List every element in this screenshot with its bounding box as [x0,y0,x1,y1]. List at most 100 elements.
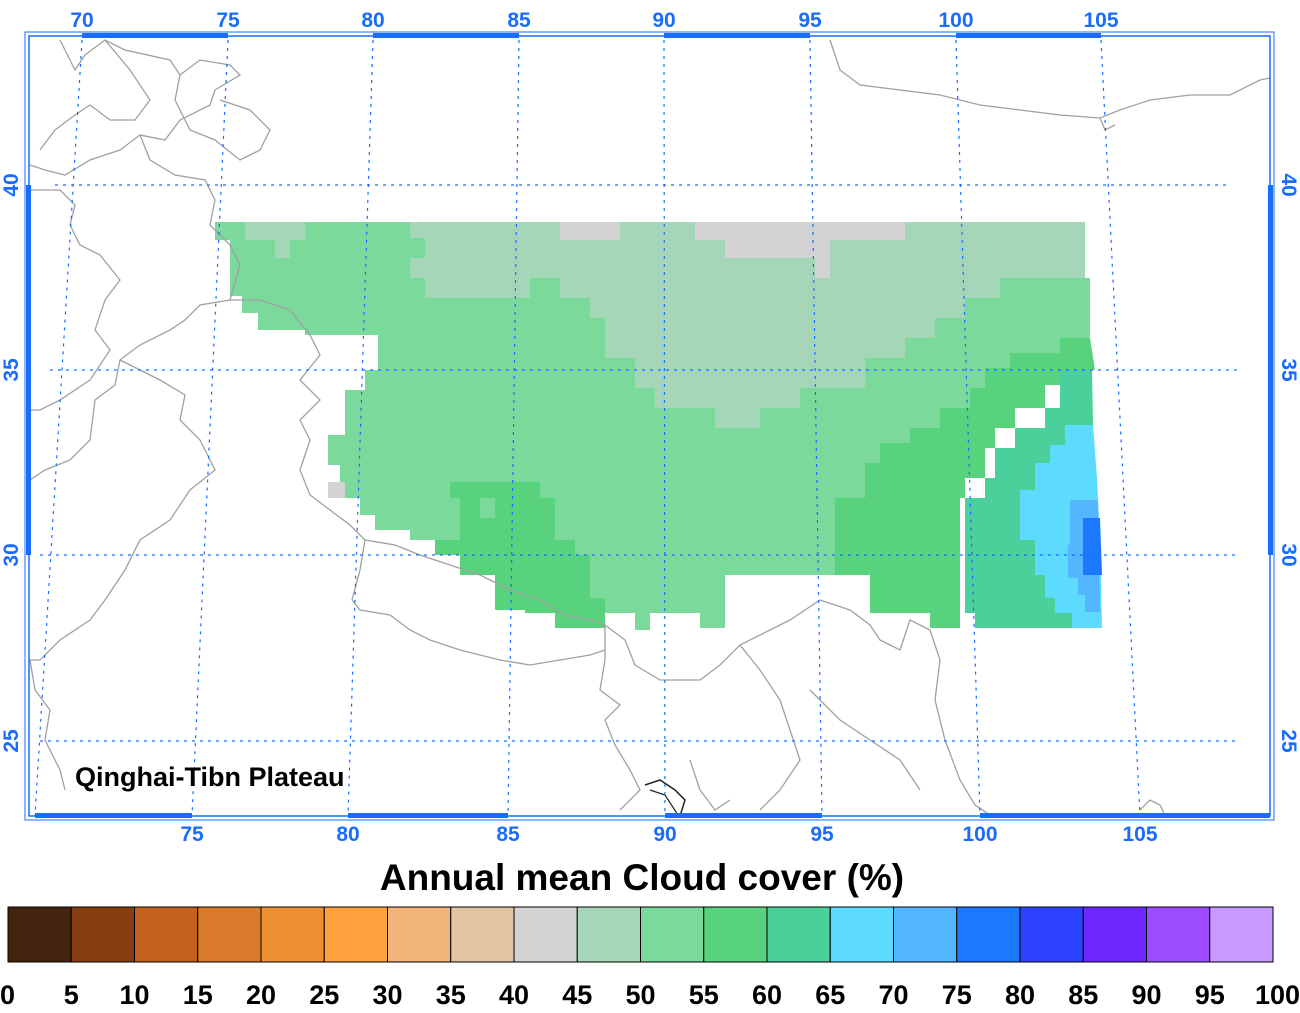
left-lat-label: 25 [0,729,23,753]
colorbar-swatch [323,906,388,963]
colorbar-swatch [197,906,262,963]
colorbar-tick-label: 50 [625,980,655,1010]
colorbar-tick-label: 45 [562,980,592,1010]
top-frame-bar [373,33,519,38]
colorbar-swatch [703,906,768,963]
left-lat-label: 35 [0,358,23,382]
right-lat-label: 40 [1277,173,1300,196]
lon-gridline [34,39,83,816]
axis-frame-bars [26,33,1273,818]
bottom-frame-bar [35,813,192,818]
left-lat-label: 30 [0,543,23,566]
colorbar-swatch [1209,906,1274,963]
colorbar-tick-label: 35 [436,980,466,1010]
colorbar-tick-label: 85 [1068,980,1098,1010]
colorbar-tick-label: 25 [309,980,339,1010]
top-frame-bar [956,33,1101,38]
left-frame-bar [26,185,31,555]
right-lat-label: 30 [1277,543,1300,566]
field-region-3 [560,222,620,240]
top-lon-label: 100 [938,9,973,32]
top-lon-label: 85 [507,9,531,32]
colorbar-tick-label: 80 [1005,980,1035,1010]
colorbar [7,906,1274,963]
colorbar-tick-label: 90 [1131,980,1161,1010]
left-lat-label: 40 [0,173,23,196]
top-lon-label: 75 [216,9,240,32]
field-region-2 [410,222,1085,428]
field-region-8 [835,338,1095,628]
top-frame-bar [664,33,810,38]
colorbar-swatch [134,906,199,963]
right-lat-label: 35 [1277,358,1300,382]
bottom-frame-bar [980,813,1140,818]
colorbar-tick-label: 30 [372,980,402,1010]
bottom-lon-label: 100 [962,823,997,846]
field-region-1 [245,222,305,258]
bottom-frame-bar [1101,813,1270,818]
field-region-12 [1083,518,1102,575]
colorbar-labels: 0 5 10 15 20 25 30 35 40 45 50 55 60 65 70 75 80 85 90 95 10… [0,980,1300,1010]
bottom-lon-label: 85 [496,823,520,846]
bottom-lon-label: 95 [810,823,834,846]
bottom-frame-bar [665,813,822,818]
top-frame-bar [82,33,228,38]
bottom-lon-label: 75 [180,823,204,846]
field-region-9 [965,370,1093,628]
colorbar-tick-label: 10 [119,980,149,1010]
colorbar-swatch [576,906,641,963]
colorbar-tick-label: 65 [815,980,845,1010]
colorbar-swatch [829,906,894,963]
colorbar-swatch [70,906,135,963]
colorbar-swatch [450,906,515,963]
colorbar-swatch [7,906,72,963]
colorbar-tick-label: 100 [1255,980,1300,1010]
colorbar-swatch [1082,906,1147,963]
right-lat-label: 25 [1277,729,1300,753]
colorbar-tick-label: 20 [246,980,276,1010]
colorbar-swatch [766,906,831,963]
colorbar-tick-label: 75 [942,980,972,1010]
field-region-7 [480,498,495,518]
colorbar-tick-label: 40 [499,980,529,1010]
colorbar-swatch [1146,906,1211,963]
bottom-lon-label: 80 [336,823,359,846]
right-latitude-labels: 25 30 35 40 [1277,173,1300,753]
map-title: Annual mean Cloud cover (%) [380,857,904,898]
bottom-frame-bar [348,813,508,818]
lon-gridline [663,39,666,816]
colorbar-swatch [956,906,1021,963]
top-lon-label: 95 [798,9,822,32]
cloud-cover-field [215,222,1102,630]
graticule-grid [34,39,1240,816]
colorbar-tick-label: 55 [689,980,719,1010]
colorbar-tick-label: 60 [752,980,782,1010]
lon-gridline [347,39,374,816]
left-latitude-labels: 25 30 35 40 [0,173,23,752]
colorbar-swatch [1019,906,1084,963]
field-region-5 [328,482,345,498]
region-label: Qinghai-Tibn Plateau [75,762,345,792]
colorbar-tick-label: 95 [1195,980,1225,1010]
bottom-lon-label: 90 [653,823,676,846]
top-lon-label: 80 [361,9,384,32]
map-inner-frame [24,31,1275,821]
colorbar-tick-label: 5 [64,980,79,1010]
colorbar-tick-label: 15 [183,980,213,1010]
top-lon-label: 90 [652,9,675,32]
lon-gridline [191,39,229,816]
top-lon-label: 105 [1083,9,1118,32]
bottom-longitude-labels: 75 80 85 90 95 100 105 [180,823,1158,846]
lon-gridline [507,39,520,816]
right-frame-bar [1268,185,1273,555]
colorbar-tick-label: 70 [878,980,908,1010]
colorbar-swatch [260,906,325,963]
lon-gridline [955,39,981,816]
field-region-0 [215,222,1090,630]
colorbar-swatch [513,906,578,963]
colorbar-tick-label: 0 [0,980,15,1010]
bottom-lon-label: 105 [1122,823,1157,846]
field-region-4 [695,222,905,278]
colorbar-swatch [387,906,452,963]
